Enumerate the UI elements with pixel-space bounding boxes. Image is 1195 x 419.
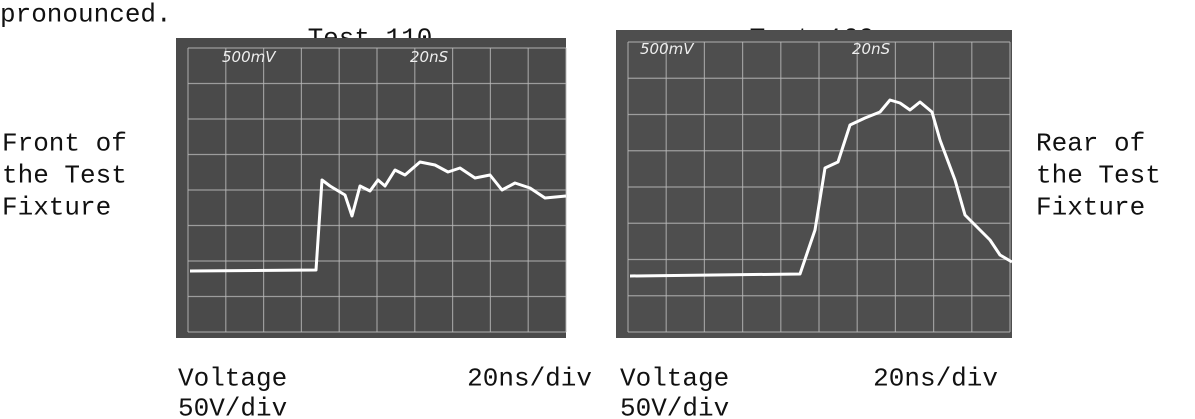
side-label: Fixture [1036,193,1145,223]
caption: 20ns/div [467,364,592,394]
graticules [187,41,1011,333]
scope-label: 500mV [640,40,695,58]
caption: 20ns/div [873,364,998,394]
caption: 50V/div [178,394,287,419]
scope-screen [616,30,1012,338]
scope-label: 20nS [852,40,891,58]
text-fragment: pronounced. [0,0,172,30]
scope-label: 20nS [410,48,449,66]
waveform [629,98,1013,278]
side-label: Fixture [2,193,111,223]
side-label: the Test [1036,161,1161,191]
scope-label: 500mV [222,48,277,66]
caption: Voltage [620,364,729,394]
side-label: the Test [2,161,127,191]
waveform [189,160,567,273]
caption: Voltage [178,364,287,394]
side-label: Front of [2,129,127,159]
side-label: Rear of [1036,129,1145,159]
caption: 50V/div [620,394,729,419]
